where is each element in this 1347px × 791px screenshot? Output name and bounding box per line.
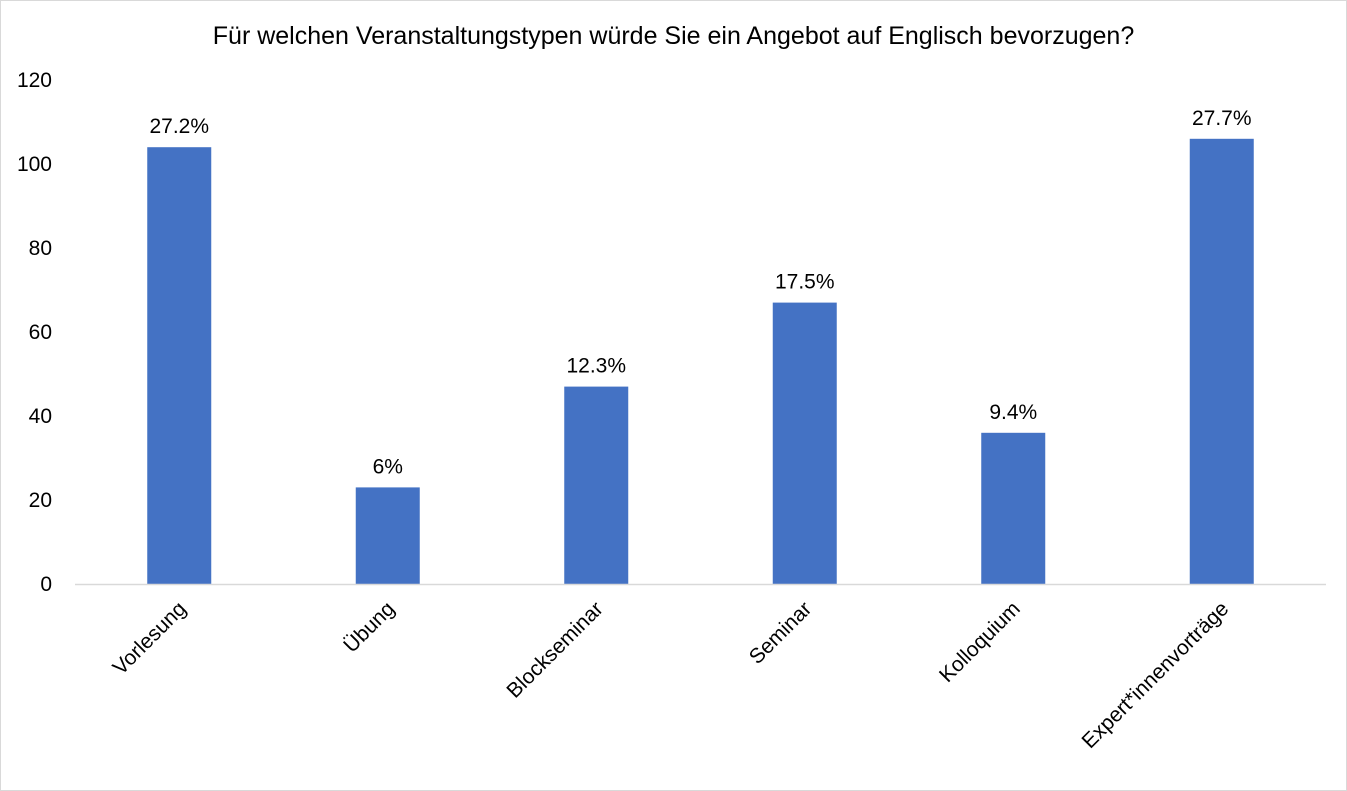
bar [981,432,1046,584]
bar [1189,138,1254,585]
category-label: Vorlesung [108,597,190,679]
data-labels: 27.2% 6% 12.3% 17.5% 9.4% 27.7% [149,107,1251,479]
bar [355,487,420,584]
category-labels: Vorlesung Übung Blockseminar Seminar Kolloqu… [108,597,1233,753]
y-tick-label: 80 [29,237,52,260]
category-label: Übung [339,597,399,657]
bar [772,302,837,584]
bars [147,138,1254,585]
y-tick-label: 20 [29,489,52,512]
category-label: Kolloquium [935,597,1025,687]
chart-title: Für welchen Veranstaltungstypen würde Si… [212,22,1135,50]
y-tick-label: 100 [17,153,52,176]
bar [147,147,212,584]
category-label: Seminar [745,597,817,669]
y-tick-label: 60 [29,321,52,344]
category-label: Blockseminar [502,597,607,702]
data-label: 9.4% [989,401,1037,424]
data-label: 12.3% [566,355,626,378]
y-axis: 0 20 40 60 80 100 120 [17,69,52,596]
data-label: 17.5% [775,271,835,294]
y-tick-label: 0 [40,573,52,596]
category-label: Expert*innenvorträge [1078,597,1234,753]
y-tick-label: 120 [17,69,52,92]
data-label: 6% [373,455,403,478]
data-label: 27.2% [149,115,209,138]
bar [564,386,629,584]
data-label: 27.7% [1192,107,1252,130]
y-tick-label: 40 [29,405,52,428]
